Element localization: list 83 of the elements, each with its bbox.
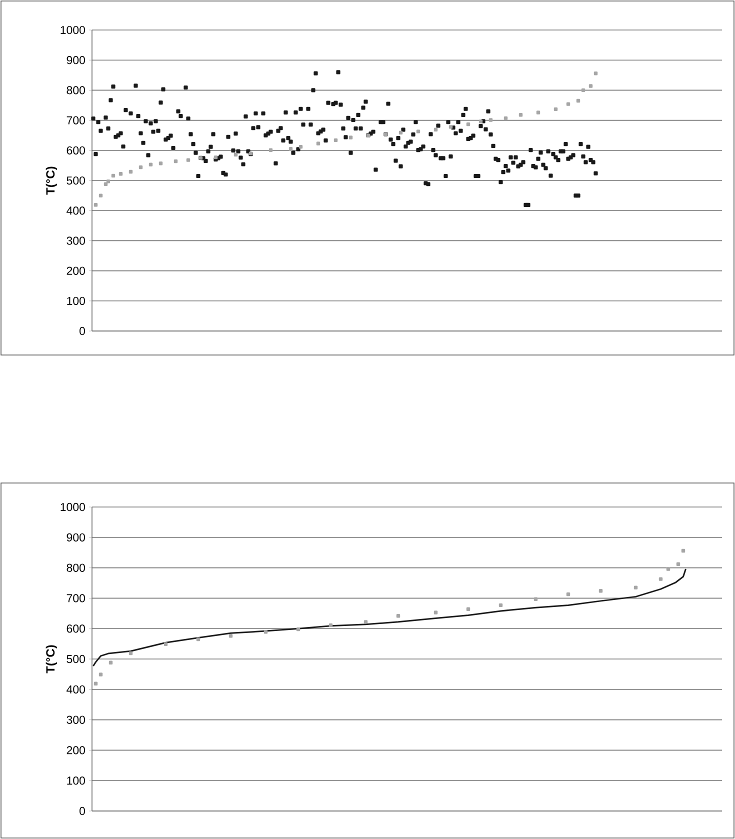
point — [98, 194, 103, 198]
point — [566, 592, 570, 596]
point — [316, 142, 320, 146]
point — [478, 120, 483, 124]
point — [348, 136, 353, 140]
point — [264, 630, 268, 634]
point — [566, 102, 570, 106]
point — [174, 159, 178, 164]
point — [534, 597, 538, 601]
point — [94, 203, 98, 207]
y-tick-label: 600 — [66, 146, 86, 154]
point — [448, 125, 453, 129]
y-tick-label: 0 — [80, 806, 86, 816]
line-series — [92, 568, 686, 667]
y-tick-label: 400 — [66, 685, 86, 694]
point — [634, 586, 638, 590]
point — [658, 577, 663, 581]
y-tick-label: 900 — [66, 533, 86, 542]
point — [466, 122, 470, 126]
y-tick-label: 600 — [66, 624, 86, 633]
point — [228, 634, 233, 638]
point — [128, 651, 133, 656]
y-tick-label: 200 — [66, 266, 86, 275]
point — [576, 98, 580, 103]
point — [398, 130, 403, 134]
point — [118, 172, 123, 176]
point — [334, 138, 338, 142]
y-tick-label: 500 — [66, 654, 86, 664]
point — [498, 603, 503, 608]
point — [666, 567, 670, 571]
point — [518, 113, 523, 117]
point — [416, 130, 420, 134]
point — [504, 116, 508, 120]
y-tick-label: 1000 — [60, 502, 86, 512]
point — [268, 148, 273, 152]
y-tick-label: 500 — [66, 176, 86, 185]
y-tick-label: 100 — [67, 776, 86, 785]
point — [434, 610, 438, 614]
point — [111, 174, 116, 178]
y-tick-label: 0 — [80, 326, 86, 336]
point — [594, 72, 598, 76]
point — [434, 128, 438, 132]
y-axis-title: T(°C) — [46, 645, 58, 674]
point — [164, 642, 168, 646]
point — [676, 562, 680, 566]
point — [581, 88, 586, 92]
point — [296, 627, 300, 632]
point — [234, 152, 238, 156]
y-tick-label: 300 — [66, 716, 86, 724]
point — [148, 162, 153, 166]
y-tick-label: 100 — [67, 296, 86, 305]
y-tick-label: 800 — [66, 86, 86, 94]
point — [681, 548, 686, 553]
y-tick-label: 900 — [66, 56, 86, 64]
point — [396, 614, 400, 618]
y-axis-title: T(°C) — [46, 166, 58, 195]
y-tick-label: 700 — [66, 116, 86, 124]
point — [288, 147, 293, 151]
point — [328, 623, 333, 628]
y-tick-label: 200 — [66, 746, 86, 754]
y-tick-label: 300 — [66, 236, 86, 245]
point — [488, 118, 493, 122]
point — [466, 607, 470, 611]
y-tick-label: 400 — [66, 206, 86, 215]
point — [106, 180, 110, 184]
point — [94, 682, 98, 686]
point — [186, 158, 190, 162]
point — [536, 110, 540, 114]
y-tick-label: 800 — [66, 564, 86, 572]
point — [588, 84, 593, 88]
point — [158, 162, 163, 166]
point — [364, 620, 368, 624]
point — [554, 107, 558, 112]
y-tick-label: 1000 — [60, 26, 86, 34]
point — [104, 182, 108, 186]
point — [298, 144, 303, 149]
point — [128, 170, 133, 174]
point — [598, 589, 603, 593]
point — [98, 672, 103, 676]
point — [196, 637, 200, 642]
point — [138, 165, 143, 170]
point — [108, 660, 113, 665]
y-tick-label: 700 — [66, 594, 86, 602]
